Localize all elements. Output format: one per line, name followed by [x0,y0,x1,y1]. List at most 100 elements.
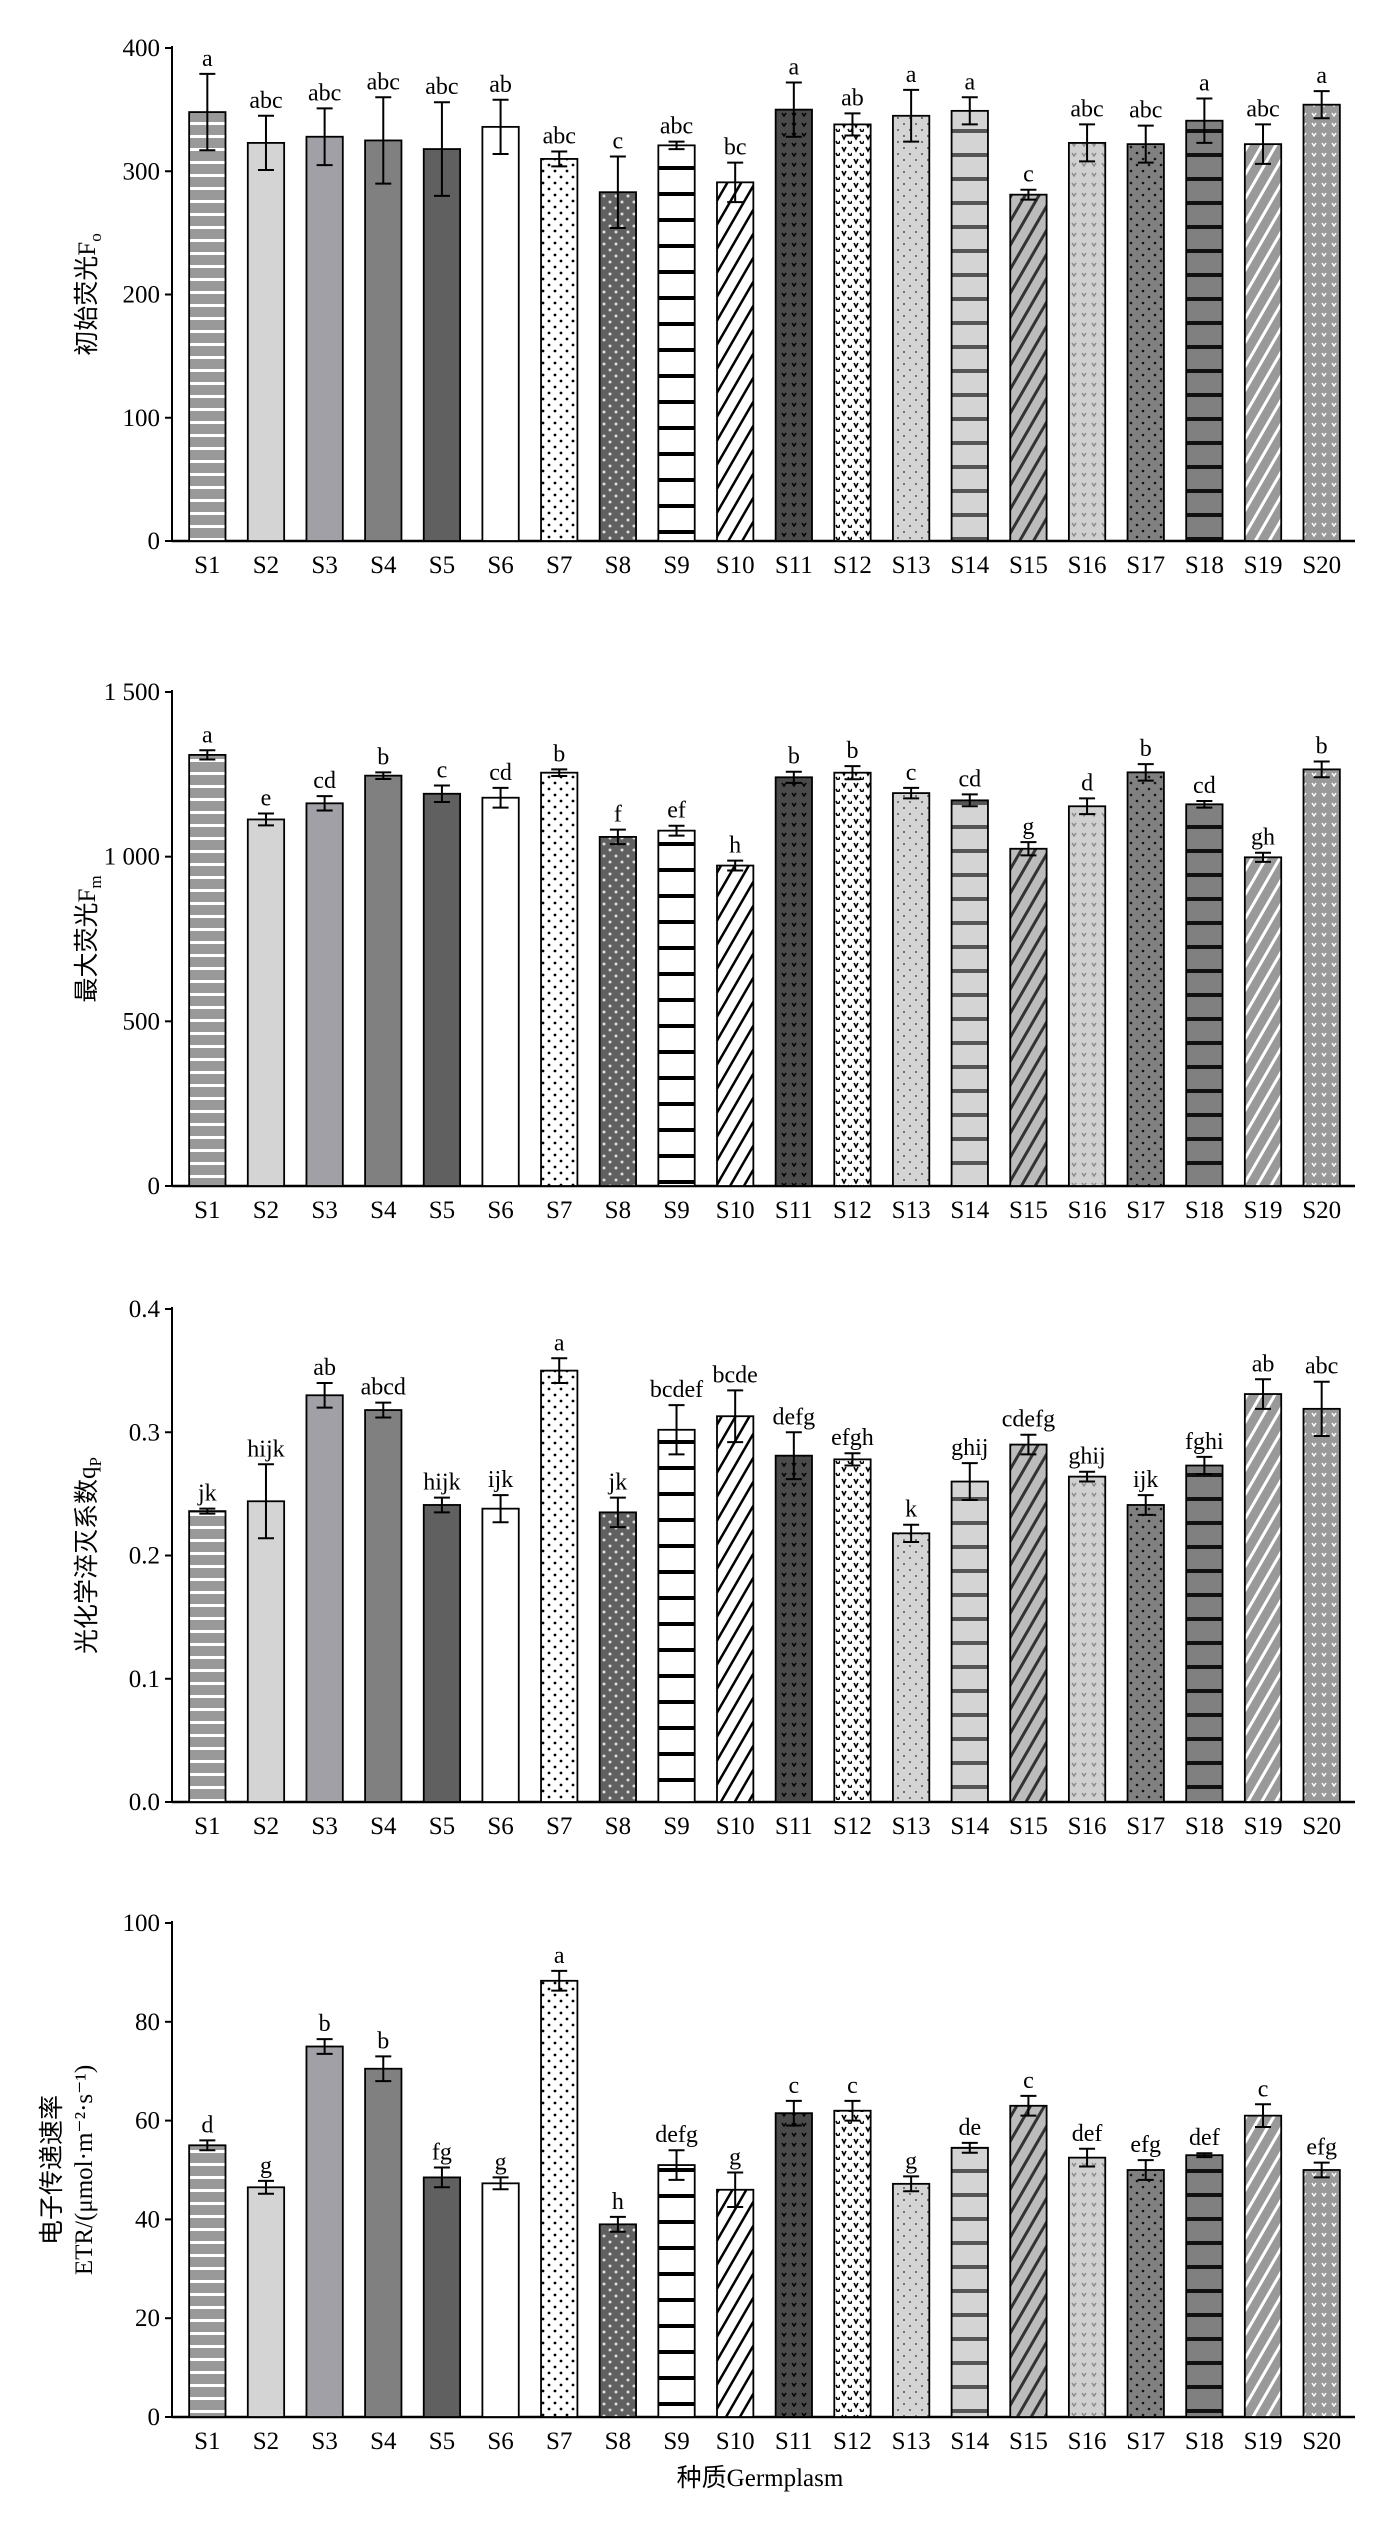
y-axis-label-main: 初始荧光F [73,242,101,356]
significance-letter: cd [313,768,336,794]
y-tick-label: 1 500 [104,679,160,706]
significance-letter: g [260,2153,272,2179]
x-tick-label: S19 [1244,552,1283,579]
bar-S5 [422,792,462,1187]
x-tick-label: S8 [605,1813,631,1840]
bar-S19 [1243,856,1283,1187]
significance-letter: ab [313,1355,336,1381]
bar-S17 [1126,1504,1165,1803]
y-tick-label: 0.0 [129,1789,160,1816]
x-tick-label: S14 [950,1813,989,1840]
significance-letter: h [612,2189,624,2215]
bar-S15 [1009,193,1048,542]
bar-S19 [1243,2114,1283,2418]
y-tick-label: 60 [135,2108,160,2135]
y-tick-label: 0.2 [129,1543,160,1570]
bar-S4 [364,774,403,1187]
significance-letter: ef [667,798,686,824]
y-tick-label: 300 [123,158,161,185]
significance-letter: efg [1130,2132,1161,2158]
bar-S1 [188,111,227,542]
x-tick-label: S10 [716,552,755,579]
x-tick-label: S16 [1068,552,1107,579]
significance-letter: ijk [1133,1467,1158,1493]
significance-letter: def [1189,2125,1220,2151]
x-tick-label: S5 [429,1813,455,1840]
significance-letter: g [905,2148,917,2174]
y-tick-label: 0 [148,528,161,555]
bar-S8 [598,836,637,1187]
x-tick-label: S9 [663,552,689,579]
significance-letter: e [261,786,272,812]
bar-S5 [422,2176,462,2418]
bar-S5 [422,1504,462,1803]
x-tick-label: S11 [775,552,813,579]
significance-letter: ab [841,85,864,111]
bar-S15 [1009,1443,1048,1803]
significance-letter: ab [489,72,512,98]
x-tick-label: S4 [370,552,397,579]
significance-letter: hijk [423,1470,460,1496]
significance-letter: abcd [361,1375,406,1401]
bar-S4 [364,139,403,542]
y-axis-label-main: 光化学淬灭系数q [73,1466,101,1654]
x-tick-label: S18 [1185,2428,1224,2455]
y-axis-label-main: 最大荧光F [73,889,101,1003]
significance-letter: ab [1252,1351,1275,1377]
x-tick-label: S19 [1244,2428,1283,2455]
x-tick-label: S3 [311,552,337,579]
x-tick-label: S4 [370,1197,397,1224]
x-tick-label: S12 [833,1813,872,1840]
significance-letter: d [201,2112,213,2138]
significance-letter: cd [958,766,981,792]
significance-letter: abc [1129,98,1162,124]
significance-letter: f [614,802,622,828]
x-tick-label: S12 [833,552,872,579]
significance-letter: k [905,1497,917,1523]
y-tick-label: 500 [123,1008,161,1035]
bar-S3 [305,135,344,542]
x-tick-label: S7 [546,2428,572,2455]
bar-S9 [657,829,696,1187]
significance-letter: ijk [488,1467,513,1493]
y-axis-label-sub: m [86,875,105,888]
significance-letter: c [1258,2076,1269,2102]
bar-S13 [892,792,931,1187]
x-tick-label: S3 [311,1813,337,1840]
significance-letter: c [437,758,448,784]
x-tick-label: S16 [1068,1813,1107,1840]
significance-letter: c [613,128,624,154]
significance-letter: cdefg [1002,1407,1055,1433]
significance-letter: c [1023,162,1034,188]
bar-S9 [657,144,696,542]
chart-panel-1: 0100200300400初始荧光FoaS1abcS2abcS3abcS4abc… [73,35,1355,579]
bar-S6 [481,2182,520,2418]
y-tick-label: 100 [123,405,161,432]
x-tick-label: S8 [605,2428,631,2455]
x-tick-label: S19 [1244,1813,1283,1840]
x-tick-label: S2 [253,1813,279,1840]
significance-letter: jk [608,1470,628,1496]
bar-S20 [1302,1407,1341,1803]
bar-S18 [1185,119,1224,542]
significance-letter: c [847,2073,858,2099]
x-tick-label: S10 [716,1197,755,1224]
x-tick-label: S5 [429,1197,455,1224]
y-axis-label: 最大荧光Fm [73,875,105,1002]
x-tick-label: S15 [1009,1197,1048,1224]
significance-letter: b [553,741,565,767]
bar-S6 [481,796,520,1187]
significance-letter: fghi [1185,1429,1224,1455]
bar-S14 [950,109,989,542]
significance-letter: b [377,744,389,770]
bar-S11 [774,108,813,542]
significance-letter: gh [1251,825,1275,851]
x-tick-label: S6 [487,1813,513,1840]
bar-S10 [716,1415,755,1803]
bar-S2 [246,142,286,542]
bar-S1 [188,754,227,1187]
x-tick-label: S13 [892,1197,931,1224]
x-tick-label: S15 [1009,2428,1048,2455]
x-tick-label: S13 [892,1813,931,1840]
significance-letter: a [1316,63,1327,89]
